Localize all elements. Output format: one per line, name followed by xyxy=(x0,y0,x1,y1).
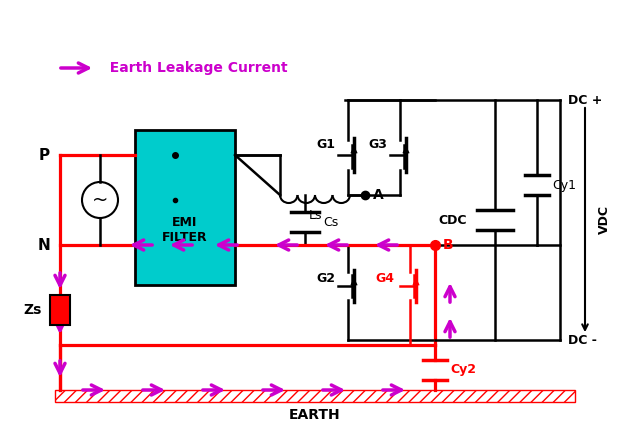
Text: P: P xyxy=(38,147,50,162)
Text: G3: G3 xyxy=(369,139,387,151)
Text: EARTH: EARTH xyxy=(289,408,341,422)
Text: Cy1: Cy1 xyxy=(552,179,576,191)
Text: Earth Leakage Current: Earth Leakage Current xyxy=(100,61,288,75)
Text: DC -: DC - xyxy=(568,334,597,346)
Text: CDC: CDC xyxy=(438,213,467,227)
Bar xyxy=(135,130,235,285)
Bar xyxy=(50,295,70,325)
Text: Zs: Zs xyxy=(24,303,42,317)
Text: DC +: DC + xyxy=(568,93,602,106)
Text: A: A xyxy=(373,188,384,202)
Text: Ls: Ls xyxy=(308,209,322,222)
Bar xyxy=(55,390,575,402)
Text: B: B xyxy=(443,238,454,252)
Text: Cy2: Cy2 xyxy=(450,363,476,377)
Text: ~: ~ xyxy=(92,191,108,209)
Text: Cs: Cs xyxy=(323,216,338,228)
Text: G1: G1 xyxy=(316,139,336,151)
Text: G2: G2 xyxy=(316,271,336,285)
Text: N: N xyxy=(38,238,50,253)
Text: VDC: VDC xyxy=(598,205,611,235)
Text: EMI
FILTER: EMI FILTER xyxy=(162,216,208,244)
Text: G4: G4 xyxy=(375,271,394,285)
